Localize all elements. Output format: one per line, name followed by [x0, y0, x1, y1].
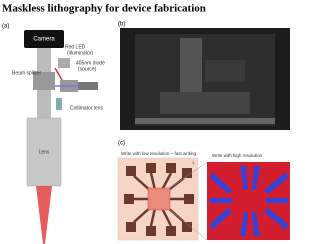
photo-optics [205, 60, 245, 82]
pattern-index: 1 [192, 160, 195, 165]
figure: Maskless lithography for device fabricat… [2, 3, 290, 244]
panel-label: (a) [2, 24, 9, 30]
zoom-line [169, 161, 208, 189]
red-led [58, 58, 70, 68]
contact-pads [124, 163, 194, 236]
collimator-lens [56, 98, 62, 110]
zoom-region [147, 187, 171, 211]
high-res-electrodes [210, 166, 288, 236]
red-led-note: (illuminator) [67, 50, 93, 56]
diode [78, 82, 98, 90]
photo-stage [160, 92, 250, 114]
low-res-label: Write with low resolution – fast writing [121, 151, 196, 156]
led-beam [54, 67, 63, 81]
zoom-line [169, 209, 208, 241]
collimator-label: Collimator lens [70, 105, 104, 111]
high-res-label: Write with high resolution [212, 153, 263, 158]
photo-column [180, 38, 202, 93]
red-led-label: Red LED [65, 44, 86, 50]
lens-label: Lens [39, 149, 50, 155]
panel-label: (c) [118, 141, 125, 147]
diode-note: (source) [78, 66, 97, 72]
photo-base [135, 118, 275, 124]
panel-label: (b) [118, 22, 125, 28]
figure-title: Maskless lithography for device fabricat… [2, 3, 206, 15]
camera-label: Camera [33, 37, 55, 43]
beam-splitter [33, 72, 55, 90]
camera-box [24, 30, 64, 48]
diode-label: 405nm diode [76, 60, 105, 66]
beam-splitter-label: Beam splitter [12, 70, 42, 76]
focused-beam [36, 186, 52, 244]
